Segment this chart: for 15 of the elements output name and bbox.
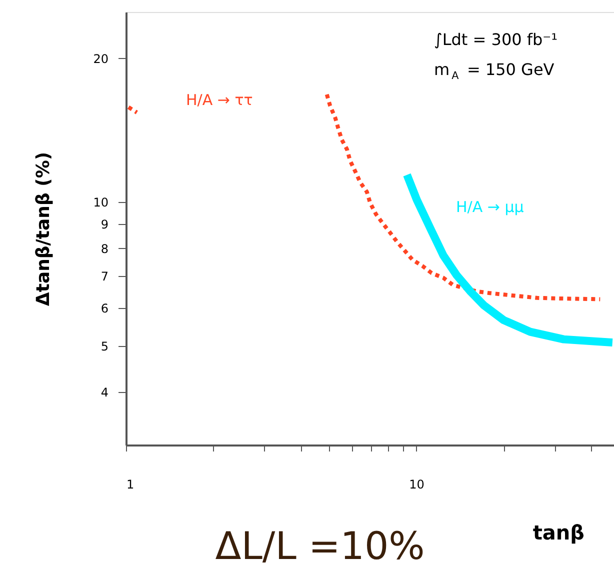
- series-label: H/A → μμ: [456, 198, 524, 216]
- y-tick-label: 5: [100, 339, 108, 354]
- x-axis-title: tanβ: [532, 520, 584, 544]
- y-tick-label: 20: [93, 52, 108, 66]
- y-tick-label: 4: [100, 386, 108, 400]
- y-tick-label: 7: [100, 270, 108, 284]
- x-tick-label: 1: [126, 478, 134, 492]
- y-tick-label: 8: [100, 242, 108, 256]
- y-axis-title: Δtanβ/tanβ (%): [33, 152, 54, 306]
- annotation: ∫Ldt = 300 fb⁻¹: [434, 30, 558, 49]
- text: ΔL/L =10%: [215, 524, 425, 568]
- y-tick-label: 6: [100, 302, 108, 316]
- y-tick-label: 10: [93, 196, 108, 210]
- y-tick-label: 9: [100, 217, 108, 232]
- text: H/A → ττ: [186, 91, 253, 109]
